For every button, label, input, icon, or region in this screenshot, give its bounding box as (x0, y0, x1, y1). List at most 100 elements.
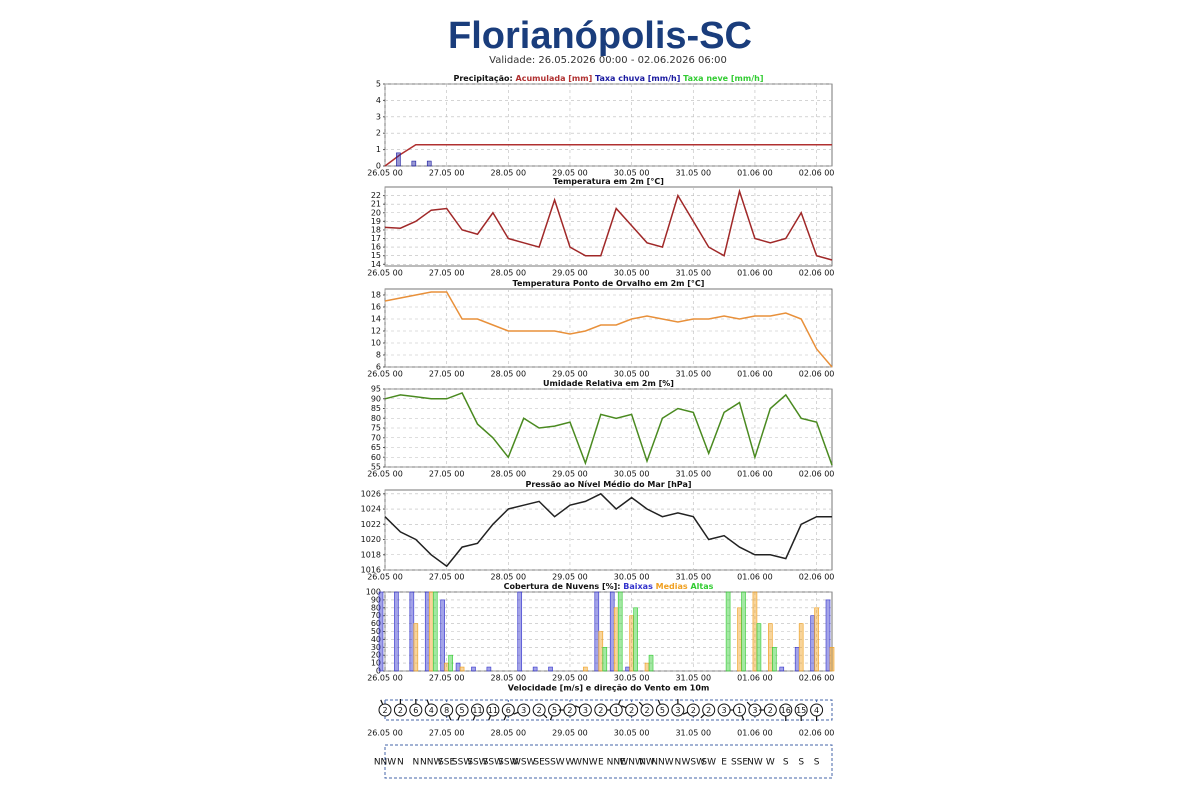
y-tick-label: 2 (376, 129, 381, 138)
x-tick-label: 30.05 00 (614, 674, 650, 683)
panel-title: Temperatura Ponto de Orvalho em 2m [°C] (513, 279, 705, 288)
panel-title-text: Temperatura Ponto de Orvalho em 2m [°C] (513, 279, 705, 288)
bar (411, 160, 417, 167)
panel-title: Precipitação: Acumulada [mm] Taxa chuva … (454, 74, 764, 83)
bar (394, 591, 399, 672)
bar (798, 623, 804, 672)
wind-direction-label: NNW (651, 758, 673, 768)
y-tick-label: 65 (371, 443, 381, 452)
plot-frame (384, 83, 833, 167)
wind-speed-label: 11 (472, 706, 482, 715)
y-tick-label: 14 (371, 315, 381, 324)
wind-speed-marker (594, 703, 608, 717)
bar (459, 666, 465, 672)
wind-arrow (448, 715, 452, 721)
y-tick-label: 1016 (361, 566, 381, 575)
x-tick-label: 28.05 00 (490, 470, 526, 479)
y-tick-label: 90 (371, 394, 381, 403)
panel-title: Velocidade [m/s] e direção do Vento em 1… (508, 684, 710, 693)
wind-direction-label: SW (701, 758, 716, 768)
y-tick-label: 16 (371, 243, 381, 252)
wind-direction-label: NNE (607, 758, 626, 768)
wind-arrow (746, 701, 752, 707)
wind-direction-label: NW (639, 758, 655, 768)
bar (617, 591, 623, 672)
panel-title-text: Temperatura em 2m [°C] (553, 177, 664, 186)
x-tick-label: 31.05 00 (675, 470, 711, 479)
wind-speed-label: 5 (552, 706, 557, 715)
x-tick-label: 30.05 00 (614, 370, 650, 379)
wind-arrow (657, 699, 661, 705)
bar (428, 591, 434, 672)
bar (517, 591, 523, 672)
x-tick-label: 27.05 00 (429, 729, 465, 738)
x-tick-label: 29.05 00 (552, 370, 588, 379)
wind-speed-marker (563, 703, 577, 717)
wind-speed-marker (763, 703, 777, 717)
bar (725, 591, 731, 672)
bar (455, 662, 461, 672)
panel-title-text: Umidade Relativa em 2m [%] (543, 379, 674, 388)
wind-speed-box (384, 699, 833, 721)
x-tick-label: 27.05 00 (429, 674, 465, 683)
wind-direction-label: NNW (420, 758, 442, 768)
wind-speed-label: 2 (567, 706, 572, 715)
wind-speed-label: 15 (796, 706, 806, 715)
bar (548, 666, 553, 672)
data-line (384, 291, 833, 368)
bar (598, 631, 604, 672)
y-tick-label: 6 (376, 363, 381, 372)
wind-speed-marker (671, 703, 685, 717)
legend-entry: Medias (656, 582, 688, 591)
wind-direction-label: NNW (374, 758, 396, 768)
wind-speed-label: 5 (460, 706, 465, 715)
bar (633, 607, 638, 672)
x-tick-label: 29.05 00 (552, 169, 588, 178)
data-line (384, 188, 833, 261)
wind-speed-label: 2 (629, 706, 634, 715)
wind-arrow (638, 701, 644, 707)
bar (741, 591, 746, 672)
wind-speed-marker (517, 703, 531, 717)
wind-direction-label: N (412, 758, 419, 768)
wind-speed-label: 2 (382, 706, 387, 715)
wind-arrow (513, 711, 519, 715)
panel-title: Cobertura de Nuvens [%]: Baixas Medias A… (504, 582, 714, 591)
wind-speed-label: 3 (675, 706, 680, 715)
y-tick-label: 15 (371, 251, 381, 260)
bar (613, 607, 619, 672)
bar (448, 654, 453, 672)
x-tick-label: 30.05 00 (614, 470, 650, 479)
wind-arrow (542, 713, 548, 719)
y-tick-label: 70 (371, 433, 381, 442)
x-tick-label: 26.05 00 (367, 169, 403, 178)
x-tick-label: 26.05 00 (367, 370, 403, 379)
wind-direction-label: SSW (483, 758, 503, 768)
y-tick-label: 8 (376, 351, 381, 360)
wind-speed-marker (779, 703, 793, 717)
data-line (384, 391, 833, 466)
wind-speed-marker (486, 703, 500, 717)
bar (609, 591, 615, 672)
x-tick-label: 27.05 00 (429, 470, 465, 479)
x-tick-label: 29.05 00 (552, 470, 588, 479)
bar (752, 591, 758, 672)
bar (772, 646, 777, 672)
bar (486, 666, 492, 672)
bar (409, 591, 415, 672)
wind-direction-label: SSW (498, 758, 518, 768)
wind-speed-marker (578, 703, 592, 717)
y-tick-label: 0 (376, 667, 381, 676)
x-tick-label: 28.05 00 (490, 573, 526, 582)
wind-arrow (380, 699, 384, 705)
x-tick-label: 29.05 00 (552, 269, 588, 278)
bar (440, 599, 445, 672)
wind-direction-label: SSE (438, 758, 455, 768)
wind-direction-label: N (674, 758, 681, 768)
x-tick-label: 30.05 00 (614, 729, 650, 738)
y-tick-label: 80 (371, 414, 381, 423)
wind-direction-label: SE (533, 758, 545, 768)
plot-frame (384, 186, 833, 267)
wind-speed-label: 3 (752, 706, 757, 715)
wind-arrow (574, 705, 581, 709)
